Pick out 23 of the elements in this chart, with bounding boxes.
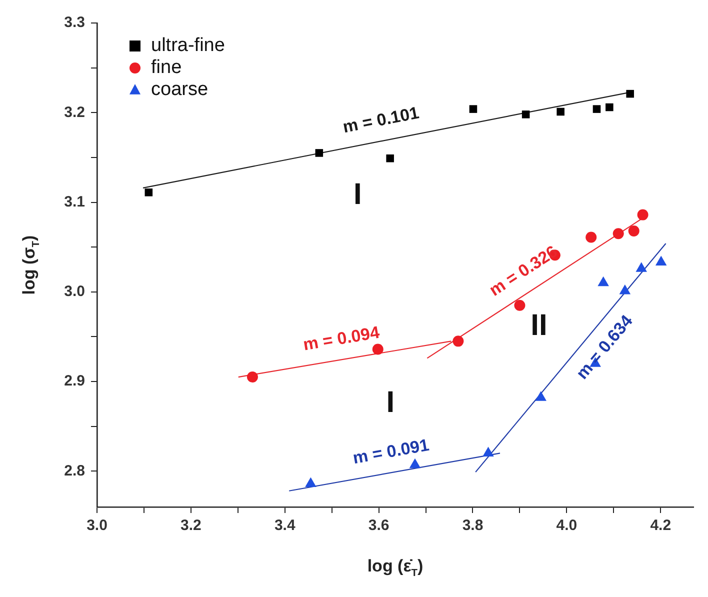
annotation: I bbox=[354, 178, 362, 212]
y-tick-label: 3.3 bbox=[64, 14, 85, 32]
x-tick-label: 4.2 bbox=[650, 517, 672, 534]
x-tick-label: 3.8 bbox=[462, 517, 484, 534]
text: m = 0.101 bbox=[341, 103, 421, 137]
y-tick-label: 2.8 bbox=[64, 462, 85, 480]
y-axis-title: log (σT) bbox=[20, 235, 42, 295]
y-tick-label: 3.0 bbox=[64, 283, 85, 300]
y-tick-label: 2.9 bbox=[64, 372, 85, 390]
text: m = 0.091 bbox=[351, 435, 430, 468]
x-tick-label: 3.4 bbox=[274, 517, 296, 534]
legend-label: ultra-fine bbox=[151, 35, 225, 56]
legend-label: fine bbox=[151, 57, 182, 78]
y-tick-label: 3.1 bbox=[64, 193, 85, 210]
text: m = 0.094 bbox=[302, 322, 382, 354]
x-tick-label: 4.0 bbox=[556, 517, 578, 534]
legend-label: coarse bbox=[151, 79, 208, 100]
x-tick-label: 3.0 bbox=[86, 517, 108, 534]
annotation: I bbox=[386, 386, 395, 420]
x-tick-label: 3.6 bbox=[368, 517, 390, 534]
x-tick-label: 3.2 bbox=[180, 517, 202, 534]
annotation: II bbox=[530, 309, 548, 342]
y-tick-label: 3.2 bbox=[64, 104, 85, 121]
